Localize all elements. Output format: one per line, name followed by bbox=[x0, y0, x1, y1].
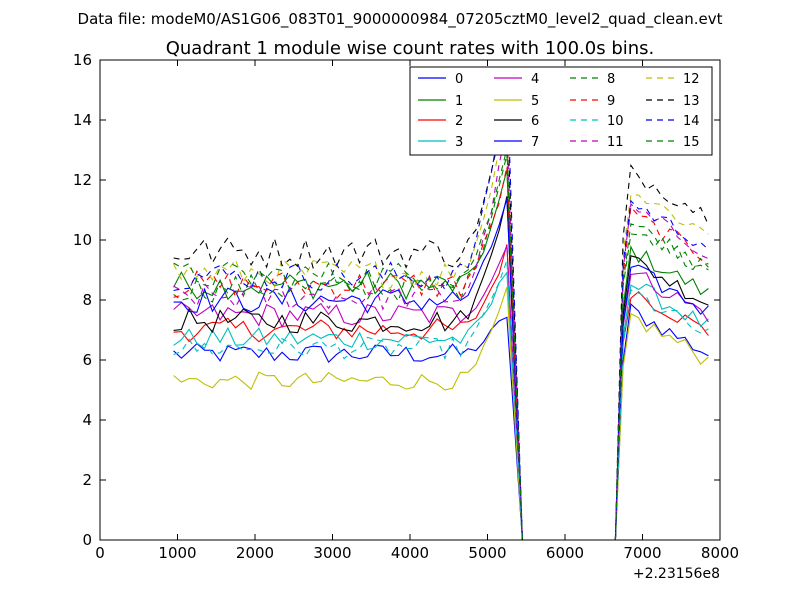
y-tick-label: 6 bbox=[82, 351, 92, 369]
series-line-13 bbox=[173, 100, 709, 540]
x-tick-label: 2000 bbox=[236, 544, 274, 562]
legend-label: 6 bbox=[531, 114, 539, 129]
supertitle: Data file: modeM0/AS1G06_083T01_90000009… bbox=[78, 10, 723, 29]
legend-label: 12 bbox=[683, 72, 700, 87]
legend-item-2: 2 bbox=[418, 114, 463, 129]
y-tick-label: 8 bbox=[82, 291, 92, 309]
legend-item-4: 4 bbox=[494, 72, 539, 87]
legend-label: 1 bbox=[455, 94, 463, 109]
legend-label: 13 bbox=[683, 94, 700, 109]
legend-item-8: 8 bbox=[570, 72, 615, 87]
x-tick-label: 8000 bbox=[701, 544, 739, 562]
legend-item-12: 12 bbox=[646, 72, 700, 87]
legend-label: 10 bbox=[607, 114, 624, 129]
legend-label: 4 bbox=[531, 72, 539, 87]
x-tick-label: 4000 bbox=[391, 544, 429, 562]
x-tick-label: 5000 bbox=[468, 544, 506, 562]
legend-item-15: 15 bbox=[646, 135, 700, 150]
y-tick-label: 10 bbox=[73, 231, 92, 249]
axes-layer: 0 1000 2000 3000 4000 5000 6000 7000 80000246810… bbox=[73, 51, 739, 562]
legend-label: 11 bbox=[607, 135, 624, 150]
series-layer bbox=[173, 71, 709, 540]
legend-label: 3 bbox=[455, 135, 463, 150]
legend-item-5: 5 bbox=[494, 94, 539, 109]
legend-item-7: 7 bbox=[494, 135, 539, 150]
series-line-10 bbox=[173, 260, 709, 540]
x-offset-label: +2.23156e8 bbox=[633, 566, 720, 582]
legend-item-13: 13 bbox=[646, 94, 700, 109]
legend-item-3: 3 bbox=[418, 135, 463, 150]
y-tick-label: 2 bbox=[82, 471, 92, 489]
x-tick-label: 1000 bbox=[158, 544, 196, 562]
x-tick-label: 3000 bbox=[313, 544, 351, 562]
legend-item-14: 14 bbox=[646, 114, 700, 129]
y-tick-label: 16 bbox=[73, 51, 92, 69]
legend-label: 9 bbox=[607, 94, 615, 109]
legend-item-1: 1 bbox=[418, 94, 463, 109]
legend-label: 7 bbox=[531, 135, 539, 150]
legend-label: 5 bbox=[531, 94, 539, 109]
legend-label: 14 bbox=[683, 114, 700, 129]
legend-item-9: 9 bbox=[570, 94, 615, 109]
legend-label: 2 bbox=[455, 114, 463, 129]
legend-label: 8 bbox=[607, 72, 615, 87]
y-tick-label: 0 bbox=[82, 531, 92, 549]
legend-label: 15 bbox=[683, 135, 700, 150]
x-tick-label: 0 bbox=[95, 544, 105, 562]
series-line-15 bbox=[173, 148, 709, 540]
legend-item-11: 11 bbox=[570, 135, 624, 150]
y-tick-label: 4 bbox=[82, 411, 92, 429]
x-tick-label: 6000 bbox=[546, 544, 584, 562]
y-tick-label: 12 bbox=[73, 171, 92, 189]
y-tick-label: 14 bbox=[73, 111, 92, 129]
legend-item-10: 10 bbox=[570, 114, 624, 129]
legend-item-0: 0 bbox=[418, 72, 463, 87]
legend-box bbox=[409, 66, 713, 156]
chart-title: Quadrant 1 module wise count rates with … bbox=[166, 38, 655, 59]
legend-item-6: 6 bbox=[494, 114, 539, 129]
x-tick-label: 7000 bbox=[623, 544, 661, 562]
legend-label: 0 bbox=[455, 72, 463, 87]
